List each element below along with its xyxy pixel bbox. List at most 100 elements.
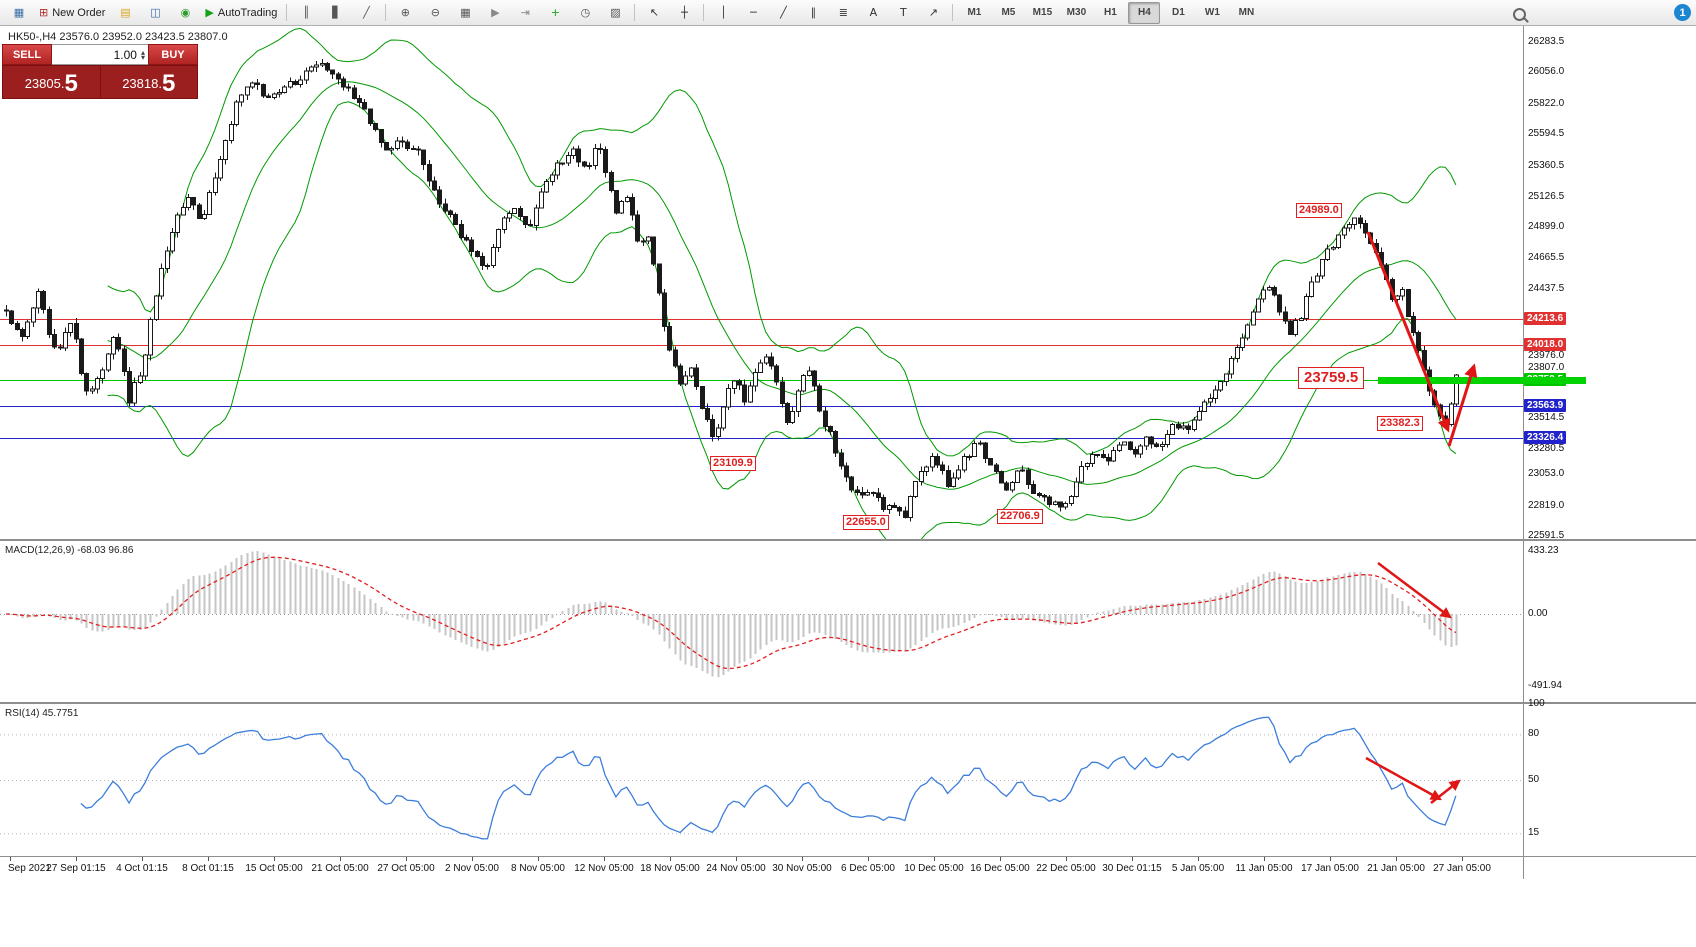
tf-m5-button[interactable]: M5 <box>1001 7 1016 18</box>
time-tick <box>736 857 737 861</box>
notifications-badge[interactable]: 1 <box>1674 4 1691 21</box>
candlestick-chart-button[interactable]: ▋ <box>322 2 350 24</box>
volume-down-button[interactable]: ▾ <box>140 52 145 62</box>
periods-button[interactable]: ◷ <box>571 2 599 24</box>
tf-h1-button[interactable]: H1 <box>1104 7 1117 18</box>
time-axis-label: 27 Oct 05:00 <box>377 863 435 874</box>
sell-price[interactable]: 23805. 5 <box>3 66 101 98</box>
text-button[interactable]: A <box>859 2 887 24</box>
horizontal-line-button[interactable]: ─ <box>739 2 767 24</box>
time-tick <box>10 857 11 861</box>
volume-up-button[interactable]: ▴ <box>140 47 145 57</box>
market-watch-button[interactable]: ◫ <box>141 2 169 24</box>
buy-button[interactable]: BUY <box>148 44 198 65</box>
time-axis-label: 10 Dec 05:00 <box>904 863 964 874</box>
new-chart-button[interactable]: ▦ <box>5 2 33 24</box>
time-axis-label: 27 Jan 05:00 <box>1433 863 1491 874</box>
arrows-button[interactable]: ↗ <box>919 2 947 24</box>
templates-button[interactable]: ▨ <box>601 2 629 24</box>
time-axis-label: 15 Oct 05:00 <box>245 863 303 874</box>
time-tick <box>1066 857 1067 861</box>
new-order-icon: ⊞ <box>39 6 49 19</box>
tf-h4-button[interactable]: H4 <box>1128 1 1161 24</box>
tf-mn-button[interactable]: MN <box>1238 7 1255 18</box>
fibonacci-button[interactable]: ≣ <box>829 2 857 24</box>
time-tick <box>670 857 671 861</box>
price-axis[interactable] <box>1523 26 1696 879</box>
tf-m15-button[interactable]: M15 <box>1032 7 1053 18</box>
sell-button[interactable]: SELL <box>2 44 52 65</box>
buy-price[interactable]: 23818. 5 <box>122 70 176 97</box>
rsi-label: RSI(14) 45.7751 <box>5 708 79 719</box>
expert-advisors-button[interactable]: ▤ <box>111 2 139 24</box>
macd-panel[interactable] <box>0 541 1523 702</box>
time-axis-label: 18 Nov 05:00 <box>640 863 700 874</box>
cursor-button[interactable]: ↖ <box>640 2 668 24</box>
zoom-in-button[interactable]: ⊕ <box>391 2 419 24</box>
crosshair-button[interactable]: ┼ <box>670 2 698 24</box>
indicators-button[interactable]: + <box>541 2 569 24</box>
terminal-icon: ◉ <box>180 6 191 19</box>
autotrading-button[interactable]: ▶ AutoTrading <box>201 2 281 24</box>
autotrading-label: AutoTrading <box>217 6 278 19</box>
time-axis-label: 6 Dec 05:00 <box>841 863 895 874</box>
search-icon <box>1512 7 1526 21</box>
tf-w1-button[interactable]: W1 <box>1204 7 1220 18</box>
tf-m1-button[interactable]: M1 <box>967 7 982 18</box>
toolbar: ▦ ⊞ New Order ▤ ◫ ◉ ▶ AutoTrading ║ ▋ ╱ ⊕ ⊖ ▦ ▶ ⇥ + ◷ ▨ ↖ ┼ │… <box>0 0 1696 26</box>
auto-scroll-button[interactable]: ▶ <box>481 2 509 24</box>
rsi-panel[interactable] <box>0 704 1523 856</box>
tf-d1-button[interactable]: D1 <box>1172 7 1185 18</box>
tile-windows-button[interactable]: ▦ <box>451 2 479 24</box>
tf-m30-button[interactable]: M30 <box>1066 7 1087 18</box>
time-axis-label: 30 Dec 01:15 <box>1102 863 1162 874</box>
text-label-button[interactable]: T <box>889 2 917 24</box>
time-tick <box>406 857 407 861</box>
toolbar-items: ▦ ⊞ New Order ▤ ◫ ◉ ▶ AutoTrading ║ ▋ ╱ ⊕ ⊖ ▦ ▶ ⇥ + ◷ ▨ ↖ ┼ │… <box>4 0 1263 25</box>
indicators-icon: + <box>550 6 561 19</box>
cursor-icon: ↖ <box>649 6 660 19</box>
equidistant-channel-icon: ∥ <box>810 6 817 19</box>
templates-icon: ▨ <box>610 6 621 19</box>
time-axis-label: 4 Oct 01:15 <box>116 863 168 874</box>
equidistant-channel-button[interactable]: ∥ <box>799 2 827 24</box>
vertical-line-button[interactable]: │ <box>709 2 737 24</box>
expert-advisors-icon: ▤ <box>120 6 131 19</box>
time-axis-label: 11 Jan 05:00 <box>1235 863 1293 874</box>
search-button[interactable] <box>1505 3 1533 25</box>
arrows-icon: ↗ <box>928 6 939 19</box>
time-axis-label: 2 Nov 05:00 <box>445 863 499 874</box>
volume-input[interactable]: 1.00 ▴ ▾ <box>52 44 148 65</box>
chart-shift-button[interactable]: ⇥ <box>511 2 539 24</box>
trendline-button[interactable]: ╱ <box>769 2 797 24</box>
time-tick <box>472 857 473 861</box>
candlestick-chart-icon: ▋ <box>332 6 341 19</box>
panel-separator[interactable] <box>0 702 1696 704</box>
one-click-trading-widget: SELL 1.00 ▴ ▾ BUY 23805. 5 23818. 5 <box>2 44 198 99</box>
auto-scroll-icon: ▶ <box>491 6 500 19</box>
volume-spinner: ▴ ▾ <box>140 47 145 62</box>
time-axis-label: 21 Oct 05:00 <box>311 863 369 874</box>
time-axis-label: Sep 2021 <box>8 863 51 874</box>
time-tick <box>340 857 341 861</box>
line-chart-button[interactable]: ╱ <box>352 2 380 24</box>
time-axis-label: 22 Dec 05:00 <box>1036 863 1096 874</box>
toolbar-separator <box>703 4 705 21</box>
main-chart[interactable] <box>0 26 1523 539</box>
zoom-out-button[interactable]: ⊖ <box>421 2 449 24</box>
panel-separator[interactable] <box>0 539 1696 541</box>
crosshair-icon: ┼ <box>681 6 688 19</box>
toolbar-separator <box>286 4 288 21</box>
time-tick <box>1198 857 1199 861</box>
time-tick <box>208 857 209 861</box>
text-icon: A <box>869 6 878 19</box>
time-tick <box>76 857 77 861</box>
new-order-button[interactable]: ⊞ New Order <box>35 2 109 24</box>
time-tick <box>802 857 803 861</box>
periods-icon: ◷ <box>580 6 591 19</box>
terminal-button[interactable]: ◉ <box>171 2 199 24</box>
time-tick <box>934 857 935 861</box>
time-axis[interactable]: Sep 2021 27 Sep 01:15 4 Oct 01:15 8 Oct 01:… <box>0 857 1523 879</box>
time-tick <box>604 857 605 861</box>
bar-chart-button[interactable]: ║ <box>292 2 320 24</box>
